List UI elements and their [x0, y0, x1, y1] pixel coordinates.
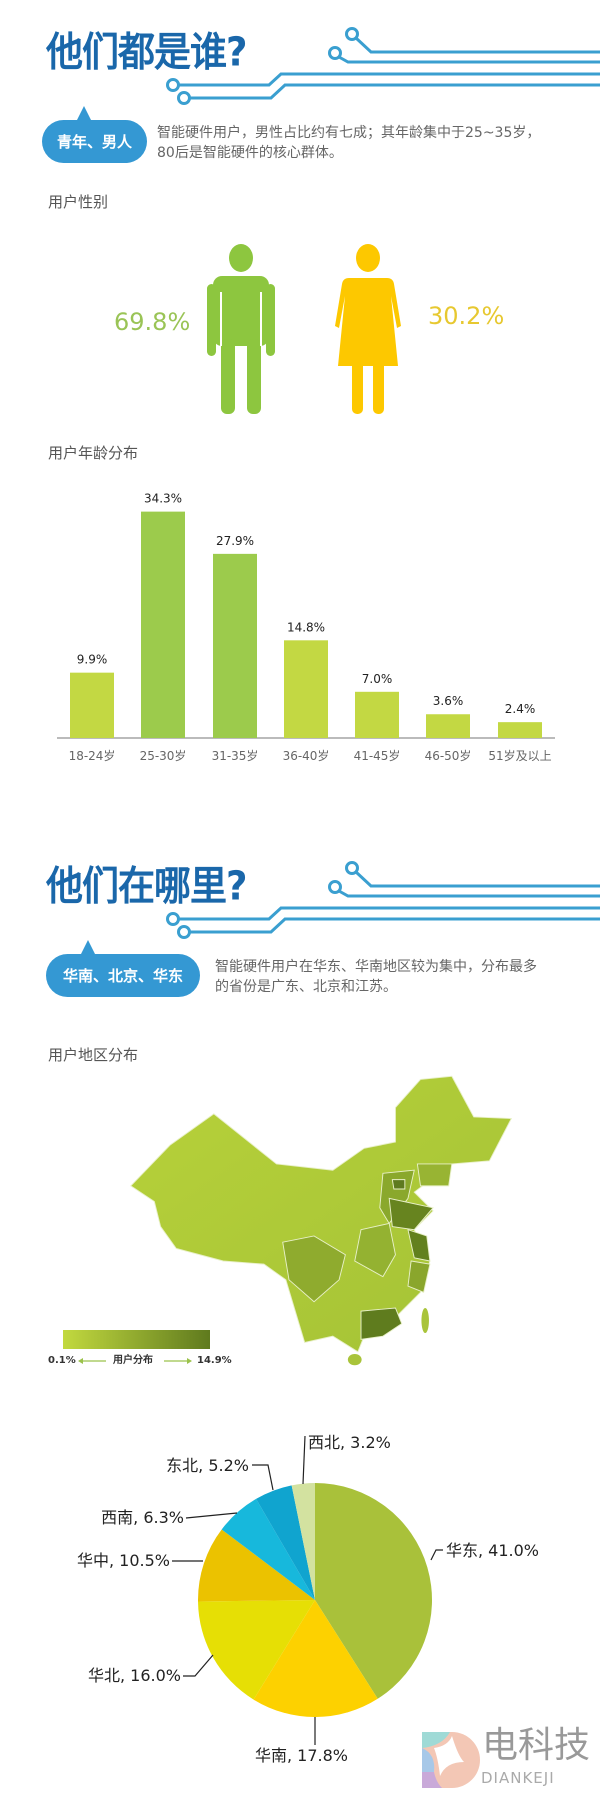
pie-leader-line [430, 1549, 443, 1561]
description-line-1: 智能硬件用户，男性占比约有七成；其年龄集中于25~35岁， [157, 125, 541, 141]
pie-label: 华东, 41.0% [446, 1541, 539, 1560]
pie-leader-line [302, 1435, 306, 1485]
bar-value-label: 27.9% [216, 534, 254, 548]
map-region-shandong [388, 1197, 434, 1231]
bar-value-label: 9.9% [77, 653, 108, 667]
china-choropleth-map [130, 1075, 513, 1366]
bar-36-40岁 [284, 640, 328, 738]
bar-value-label: 3.6% [433, 694, 464, 708]
legend-min-label: 0.1% [48, 1355, 76, 1366]
section-title-where: 他们在哪里? [46, 862, 247, 910]
bar-value-label: 34.3% [144, 492, 182, 506]
map-region-hainan [347, 1354, 362, 1366]
x-tick-label: 46-50岁 [425, 748, 472, 763]
bar-value-label: 2.4% [505, 702, 536, 716]
legend-arrow-left-icon [78, 1358, 106, 1364]
gender-heading: 用户性别 [48, 193, 109, 211]
watermark-cn: 电科技 [482, 1725, 591, 1766]
description-line-2: 的省份是广东、北京和江苏。 [215, 979, 397, 995]
x-tick-label: 18-24岁 [69, 748, 116, 763]
badge-regions: 华南、北京、华东 [46, 940, 200, 997]
circuit-decoration [166, 27, 600, 105]
bar-value-label: 7.0% [362, 672, 393, 686]
pie-leader-line [252, 1464, 274, 1491]
badge-young-male: 青年、男人 [42, 106, 147, 163]
pie-leader-line [183, 1654, 214, 1677]
legend-max-label: 14.9% [197, 1355, 232, 1366]
pie-slice-华北 [198, 1600, 315, 1700]
bar-value-label: 14.8% [287, 620, 325, 634]
bar-18-24岁 [70, 672, 114, 738]
pie-slice-西南 [221, 1498, 315, 1600]
section-title-who: 他们都是谁? [46, 28, 247, 76]
pie-label: 华南, 17.8% [255, 1746, 348, 1765]
bar-31-35岁 [213, 553, 257, 738]
bar-46-50岁 [426, 714, 470, 738]
pie-leader-line [185, 1512, 238, 1519]
pie-label: 西北, 3.2% [308, 1433, 391, 1452]
map-region-beijing [391, 1179, 406, 1190]
map-region-sichuan [282, 1235, 346, 1303]
pie-label: 东北, 5.2% [166, 1456, 249, 1475]
pie-slice-东北 [256, 1485, 315, 1600]
male-percentage: 69.8% [114, 308, 191, 336]
bar-41-45岁 [355, 691, 399, 738]
legend-title: 用户分布 [113, 1355, 153, 1366]
map-region-taiwan [421, 1307, 429, 1334]
map-region-central [354, 1222, 396, 1278]
x-tick-label: 25-30岁 [140, 748, 187, 763]
x-tick-label: 51岁及以上 [488, 748, 551, 763]
bar-25-30岁 [141, 511, 185, 738]
bar-51岁及以上 [498, 722, 542, 738]
female-percentage: 30.2% [428, 302, 505, 330]
map-region-jiangsu [407, 1228, 431, 1262]
age-bar-chart: 9.9% 18-24岁 34.3% 25-30岁 27.9% 31-35岁 14.8% 36-… [57, 492, 555, 763]
map-region-liaoning [416, 1163, 453, 1187]
male-icon [207, 244, 275, 414]
map-legend-gradient [63, 1330, 210, 1349]
pie-label: 西南, 6.3% [101, 1508, 184, 1527]
age-heading: 用户年龄分布 [48, 444, 139, 462]
map-region-guangdong [360, 1307, 403, 1340]
pie-slice-华中 [198, 1529, 315, 1602]
x-tick-label: 41-45岁 [354, 748, 401, 763]
pie-slice-西北 [291, 1483, 315, 1600]
female-icon [335, 244, 401, 414]
x-tick-label: 31-35岁 [212, 748, 259, 763]
description-line-2: 80后是智能硬件的核心群体。 [157, 145, 343, 161]
map-region-zhejiang [407, 1260, 431, 1293]
region-heading: 用户地区分布 [48, 1046, 139, 1064]
x-tick-label: 36-40岁 [283, 748, 330, 763]
pie-slice-华南 [253, 1600, 378, 1718]
pie-label: 华北, 16.0% [88, 1666, 181, 1685]
pie-slice-华东 [315, 1483, 433, 1699]
diankeji-logo-icon [422, 1732, 480, 1788]
legend-arrow-right-icon [164, 1358, 192, 1364]
watermark-en: DIANKEJI [481, 1769, 555, 1787]
description-line-1: 智能硬件用户在华东、华南地区较为集中，分布最多 [215, 959, 537, 975]
circuit-decoration [166, 861, 600, 939]
pie-label: 华中, 10.5% [77, 1551, 170, 1570]
